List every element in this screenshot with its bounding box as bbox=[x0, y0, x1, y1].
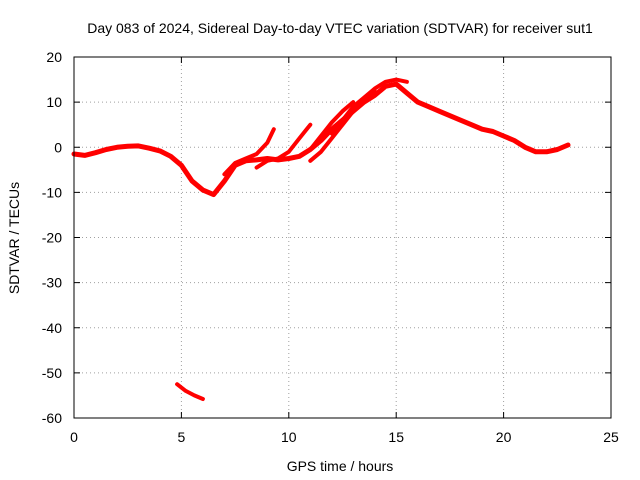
series-outlier-segment bbox=[175, 382, 205, 401]
y-tick-label: 0 bbox=[54, 139, 62, 155]
x-tick-label: 5 bbox=[178, 429, 186, 445]
axis-ticks: 0 5 10 15 20 25 -60 -50 -40 -30 -20 -10 0 10 20 bbox=[42, 49, 619, 445]
y-tick-label: -20 bbox=[42, 230, 62, 246]
x-axis-label: GPS time / hours bbox=[287, 458, 394, 474]
series-branch-3 bbox=[286, 100, 356, 161]
y-tick-label: 20 bbox=[46, 49, 62, 65]
y-tick-label: 10 bbox=[46, 94, 62, 110]
y-tick-label: -10 bbox=[42, 184, 62, 200]
x-tick-label: 0 bbox=[70, 429, 78, 445]
series-branch-1 bbox=[222, 127, 276, 177]
x-tick-label: 10 bbox=[281, 429, 297, 445]
x-tick-label: 20 bbox=[496, 429, 512, 445]
y-axis-label: SDTVAR / TECUs bbox=[6, 182, 22, 294]
data-series bbox=[71, 77, 571, 401]
series-branch-2 bbox=[254, 122, 313, 170]
y-tick-label: -50 bbox=[42, 365, 62, 381]
series-main-trace bbox=[71, 81, 571, 198]
y-tick-label: -60 bbox=[42, 410, 62, 426]
x-tick-label: 25 bbox=[603, 429, 619, 445]
y-tick-label: -30 bbox=[42, 275, 62, 291]
chart-title: Day 083 of 2024, Sidereal Day-to-day VTE… bbox=[87, 20, 593, 36]
x-tick-label: 15 bbox=[388, 429, 404, 445]
y-tick-label: -40 bbox=[42, 320, 62, 336]
series-branch-4 bbox=[308, 88, 377, 163]
grid bbox=[74, 57, 611, 418]
